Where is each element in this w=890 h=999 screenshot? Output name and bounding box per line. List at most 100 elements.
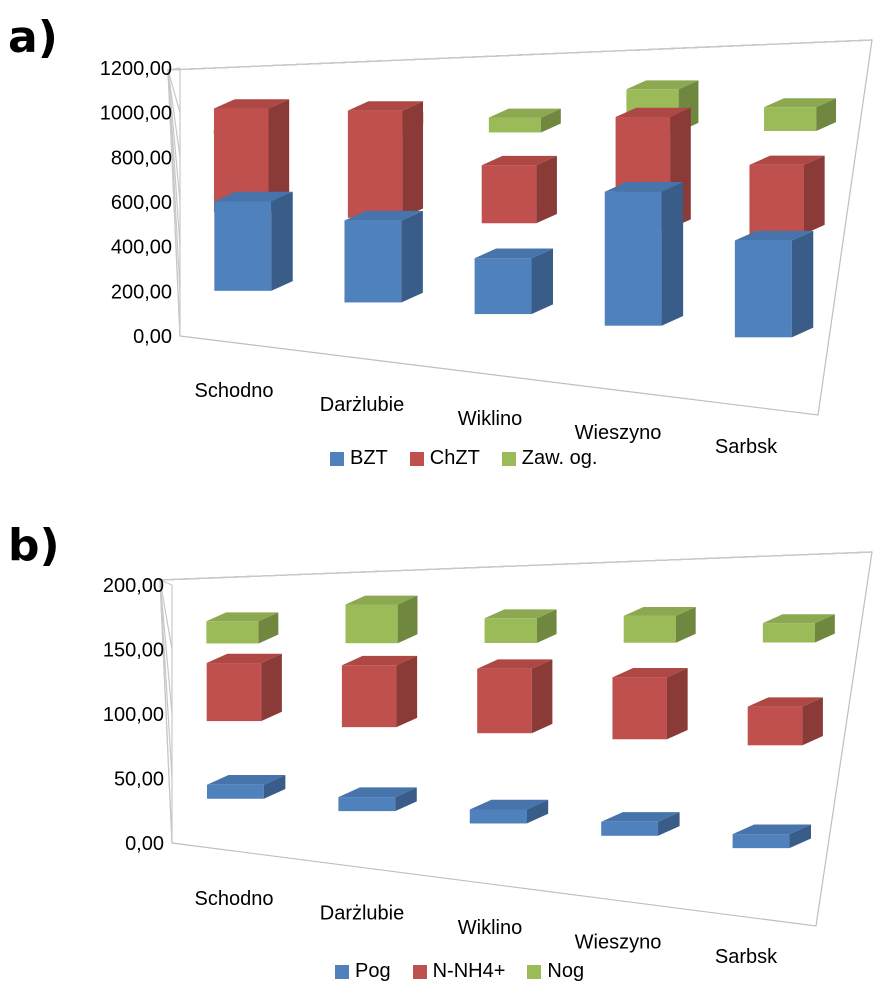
bar-top <box>206 612 279 622</box>
bar-top <box>732 824 812 835</box>
legend-label: Nog <box>547 960 585 982</box>
bar-front <box>732 834 790 849</box>
bar-side <box>261 653 282 722</box>
bar-side <box>541 108 561 133</box>
legend-item: BZT <box>330 447 388 470</box>
bar-bzt <box>344 210 423 303</box>
legend-swatch <box>412 964 427 979</box>
bar-front <box>341 665 397 728</box>
legend-swatch <box>335 964 349 979</box>
legend-label: BZT <box>350 447 388 469</box>
bar-n-nh4- <box>612 668 688 740</box>
legend-item: ChZT <box>409 447 480 470</box>
legend-item: Nog <box>527 960 584 983</box>
bar-nog <box>623 606 696 643</box>
category-label: Sarbsk <box>715 436 778 458</box>
bar-pog <box>469 799 549 824</box>
bar-top <box>206 653 282 664</box>
chart-b-svg: 0,00 50,00 100,00 150,00 200,00 Schodno Darżlu… <box>103 551 873 968</box>
bar-side <box>815 614 835 643</box>
legend-label: N-NH4+ <box>432 960 506 982</box>
bar-n-nh4- <box>206 653 282 722</box>
y-tick-label: 50,00 <box>114 769 164 791</box>
panel-label-a: a) <box>8 12 58 63</box>
legend-item: Pog <box>335 960 391 983</box>
bar-top <box>213 99 290 109</box>
bar-nog <box>206 612 279 644</box>
bar-side <box>395 787 417 812</box>
category-label: Wiklino <box>458 917 522 939</box>
bar-front <box>623 615 676 643</box>
chart-panel-b: b) 0,00 50,00 100,00 150,00 200,00 Schodno Dar… <box>0 510 890 999</box>
y-tick-label: 1000,00 <box>100 103 172 125</box>
bar-top <box>734 230 814 241</box>
category-label: Sarbsk <box>715 946 778 968</box>
bar-side <box>401 210 423 303</box>
bar-top <box>474 248 554 259</box>
bar-front <box>604 191 662 326</box>
bar-front <box>764 107 817 131</box>
bar-nog <box>345 595 418 644</box>
legend-a: BZT ChZT Zaw. og. <box>330 447 597 470</box>
bar-front <box>762 623 816 643</box>
bar-n-nh4- <box>477 659 553 734</box>
bar-front <box>338 797 396 812</box>
bar-side <box>531 659 553 734</box>
bar-top <box>344 210 423 221</box>
bar-front <box>747 706 803 746</box>
bar-front <box>484 618 537 643</box>
bar-front <box>206 621 259 644</box>
bar-front <box>345 604 398 644</box>
bar-top <box>626 80 699 90</box>
bar-pog <box>732 824 812 849</box>
bar-top <box>749 155 825 165</box>
bar-top <box>615 107 691 118</box>
bar-front <box>601 821 659 836</box>
bar-top <box>601 812 680 822</box>
legend-item: Zaw. og. <box>501 447 597 470</box>
bar-pog <box>338 787 417 812</box>
category-label: Wieszyno <box>575 931 662 953</box>
bar-front <box>344 220 402 303</box>
bar-side <box>816 98 837 131</box>
chart-panel-a: a) 0,00 200,00 400,00 600,00 800,00 1000,00 12… <box>0 0 890 490</box>
bar-front <box>347 110 403 218</box>
bar-side <box>396 655 418 728</box>
bar-front <box>481 165 537 224</box>
bar-top <box>484 609 557 619</box>
legend-swatch <box>501 451 516 466</box>
bar-side <box>263 775 286 799</box>
bar-pog <box>206 775 286 799</box>
category-label: Schodno <box>195 888 274 910</box>
category-label: Wiklino <box>458 408 522 430</box>
bar-zaw-og- <box>764 98 837 131</box>
bar-side <box>536 609 557 643</box>
bar-side <box>402 101 424 218</box>
bar-front <box>474 258 532 315</box>
bar-zaw-og- <box>488 108 561 133</box>
bar-n-nh4- <box>747 697 823 746</box>
bar-side <box>802 697 823 746</box>
bar-top <box>341 655 418 666</box>
bar-top <box>214 191 293 202</box>
legend-label: Pog <box>355 960 391 982</box>
bars <box>206 595 835 849</box>
bar-nog <box>762 614 835 643</box>
bar-front <box>206 784 264 799</box>
y-tick-label: 100,00 <box>103 704 164 726</box>
bar-side <box>397 595 418 644</box>
bar-side <box>666 668 688 740</box>
bar-top <box>762 614 835 624</box>
bar-top <box>612 668 688 678</box>
panel-label-b: b) <box>8 520 60 571</box>
bar-bzt <box>214 191 293 291</box>
legend-swatch <box>409 451 424 466</box>
legend-b: Pog N-NH4+ Nog <box>335 960 584 983</box>
bar-side <box>789 824 812 849</box>
category-label: Wieszyno <box>575 422 662 444</box>
bar-side <box>536 155 557 224</box>
bar-side <box>791 230 814 338</box>
bar-top <box>623 606 696 616</box>
bar-front <box>469 809 527 824</box>
y-tick-label: 600,00 <box>111 192 172 214</box>
